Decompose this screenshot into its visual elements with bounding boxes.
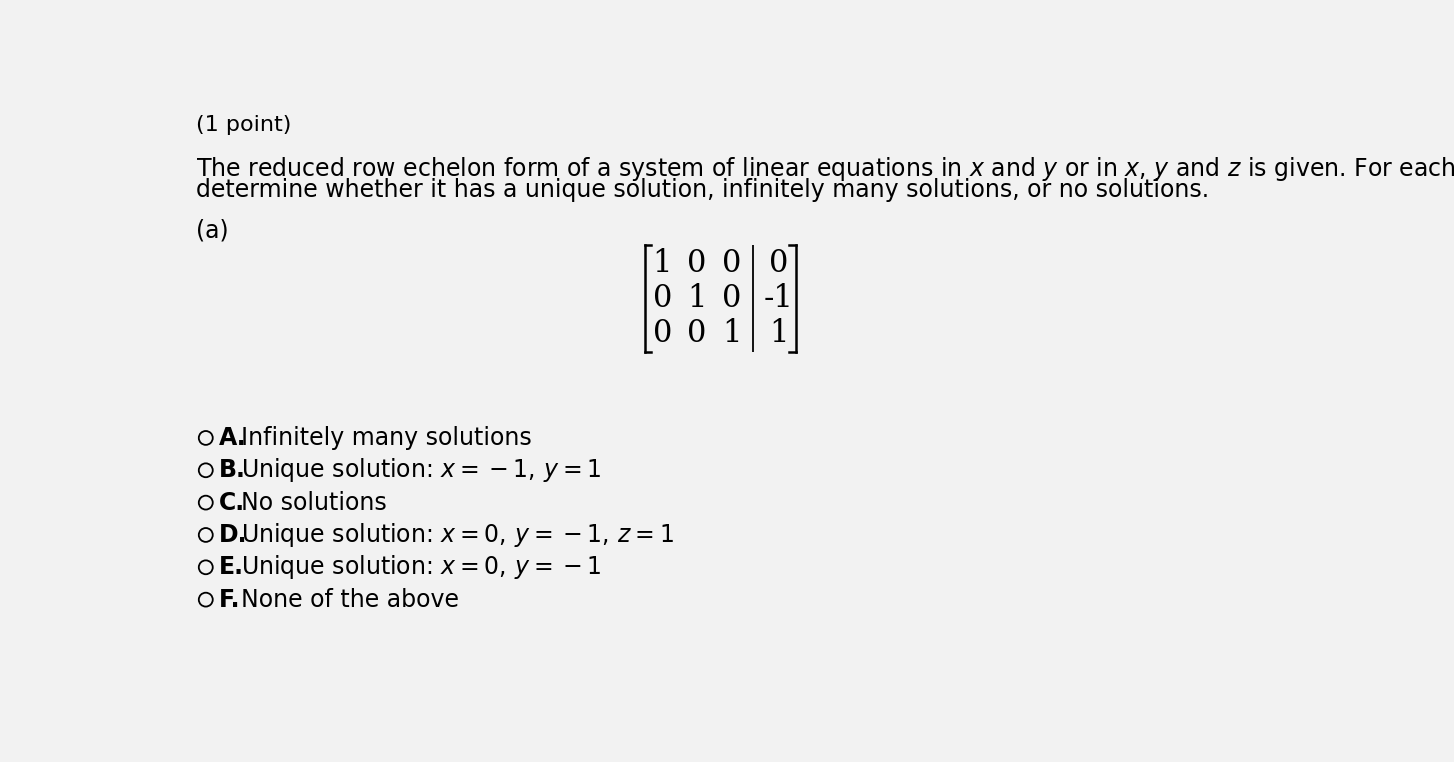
Text: A.: A. — [220, 426, 247, 450]
Text: (a): (a) — [196, 219, 228, 242]
Text: 1: 1 — [688, 283, 707, 314]
Text: No solutions: No solutions — [241, 491, 387, 514]
Text: Unique solution: $x = -1,\, y = 1$: Unique solution: $x = -1,\, y = 1$ — [241, 456, 601, 485]
Text: 1: 1 — [769, 319, 788, 350]
Text: Unique solution: $x = 0,\, y = -1,\, z = 1$: Unique solution: $x = 0,\, y = -1,\, z =… — [241, 521, 673, 549]
Text: determine whether it has a unique solution, infinitely many solutions, or no sol: determine whether it has a unique soluti… — [196, 178, 1208, 202]
Text: The reduced row echelon form of a system of linear equations in $x$ and $y$ or i: The reduced row echelon form of a system… — [196, 155, 1454, 183]
Text: 1: 1 — [653, 248, 672, 279]
Text: 1: 1 — [723, 319, 742, 350]
Text: None of the above: None of the above — [241, 588, 458, 612]
Text: C.: C. — [220, 491, 246, 514]
Text: -1: -1 — [763, 283, 794, 314]
Text: 0: 0 — [653, 319, 672, 350]
Text: 0: 0 — [769, 248, 788, 279]
Text: 0: 0 — [723, 248, 742, 279]
Text: (1 point): (1 point) — [196, 114, 291, 135]
Text: D.: D. — [220, 523, 247, 547]
Text: B.: B. — [220, 458, 246, 482]
Text: 0: 0 — [688, 248, 707, 279]
Text: E.: E. — [220, 555, 244, 579]
Text: Infinitely many solutions: Infinitely many solutions — [241, 426, 531, 450]
Text: 0: 0 — [723, 283, 742, 314]
Text: 0: 0 — [653, 283, 672, 314]
Text: 0: 0 — [688, 319, 707, 350]
Text: Unique solution: $x = 0,\, y = -1$: Unique solution: $x = 0,\, y = -1$ — [241, 553, 601, 581]
Text: F.: F. — [220, 588, 240, 612]
